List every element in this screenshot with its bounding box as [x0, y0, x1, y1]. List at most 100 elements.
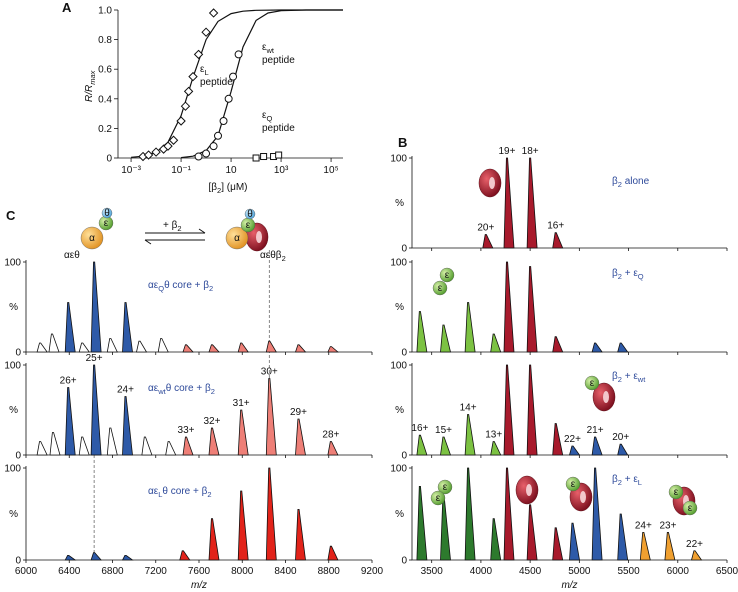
data-point: [208, 8, 219, 18]
peak: [591, 436, 603, 456]
text-part: wt: [157, 387, 166, 396]
x-tick-label: 4500: [519, 566, 542, 577]
scheme-label: + β2: [163, 220, 182, 233]
text-part: θ core + β: [164, 280, 209, 291]
peak-label: 31+: [233, 398, 250, 409]
scheme-arrows: [144, 228, 206, 245]
peak: [503, 261, 515, 353]
peak-label: 15+: [435, 425, 452, 436]
data-point: [176, 116, 186, 126]
beta2-hole: [489, 177, 495, 189]
peak: [122, 302, 133, 353]
peak: [78, 342, 90, 353]
subunit-letter: ε: [443, 482, 448, 493]
peak: [208, 518, 220, 561]
peak: [416, 486, 428, 561]
text-part: max: [88, 70, 97, 84]
spectrum-annotation: αεQθ core + β2: [148, 280, 213, 293]
peak-label: 18+: [522, 146, 539, 157]
peak: [327, 441, 339, 456]
x-tick-label: 6000: [15, 566, 38, 577]
peak: [90, 261, 102, 353]
text-part: β: [612, 474, 618, 485]
x-tick-label: 7200: [145, 566, 168, 577]
text-part: β: [612, 268, 618, 279]
y-tick-label: 0.4: [98, 94, 112, 105]
y-tick-label: 1.0: [98, 6, 112, 17]
subunit-icon: [682, 500, 698, 516]
text-part: θ core + β: [166, 383, 211, 394]
text-part: L: [638, 478, 642, 487]
peak: [295, 509, 306, 561]
text-part: αε: [148, 280, 159, 291]
data-point: [168, 135, 179, 145]
peak: [503, 157, 515, 249]
data-point: [209, 142, 218, 151]
text-part: + ε: [622, 474, 638, 485]
text-part: [β: [209, 182, 218, 193]
subunit-letter: α: [89, 233, 95, 244]
panel-label: A: [62, 0, 72, 15]
subunit-letter: θ: [247, 209, 253, 220]
peak: [440, 436, 452, 456]
peak: [490, 518, 502, 561]
text-part: 2: [282, 254, 286, 263]
y-tick-label: 0: [401, 244, 407, 255]
text-part: ε: [262, 110, 267, 121]
data-point: [163, 141, 173, 151]
x-axis-label: [β2] (μM): [209, 182, 248, 195]
peak: [165, 441, 177, 456]
peak: [464, 467, 476, 561]
spectrum-annotation: β2 + εL: [612, 474, 642, 487]
peak: [64, 302, 76, 353]
x-axis-label: m/z: [191, 580, 207, 591]
peak: [639, 532, 651, 561]
x-tick-label: 10⁻¹: [171, 165, 191, 176]
text-part: αε: [148, 486, 159, 497]
peak: [265, 340, 278, 353]
y-tick-label: 0: [401, 451, 407, 462]
panel-label: B: [398, 135, 407, 150]
peak: [664, 532, 676, 561]
peak: [568, 445, 581, 456]
peak-label: 19+: [499, 146, 516, 157]
peak: [591, 342, 603, 353]
beta2-hole: [256, 231, 262, 243]
y-tick-label: 0.6: [98, 65, 112, 76]
peak: [526, 157, 538, 249]
subunit-icon: [432, 280, 448, 296]
text-part: peptide: [262, 55, 295, 66]
subunit-icon: [225, 226, 249, 250]
y-tick-label: 0: [15, 348, 21, 359]
curve-annotation: εwt: [262, 42, 275, 55]
peak: [265, 467, 277, 561]
peak-label: 20+: [612, 432, 629, 443]
curve-annotation: peptide: [200, 77, 233, 88]
spectrum-annotation: αεLθ core + β2: [148, 486, 212, 499]
peak: [569, 522, 580, 561]
x-tick-label: 10: [226, 165, 238, 176]
y-tick-label: 100: [390, 464, 407, 475]
y-axis-label: %: [395, 198, 404, 209]
x-tick-label: 6800: [101, 566, 124, 577]
peak: [440, 495, 451, 561]
peak: [208, 344, 220, 353]
peak: [552, 527, 564, 561]
panel-label: C: [6, 208, 16, 223]
x-tick-label: 5000: [568, 566, 591, 577]
text-part: wt: [637, 375, 646, 384]
peak: [552, 232, 564, 249]
peak-label: 16+: [547, 221, 564, 232]
subunit-letter: ε: [590, 378, 595, 389]
y-tick-label: 100: [390, 154, 407, 165]
peak-label: 21+: [587, 425, 604, 436]
beta2-hole: [580, 491, 586, 503]
curve-annotation: peptide: [262, 55, 295, 66]
peak: [49, 432, 61, 456]
peak: [295, 418, 306, 456]
peak-label: 24+: [635, 520, 652, 531]
peak: [416, 434, 428, 456]
peak: [179, 550, 191, 561]
text-part: β: [612, 176, 618, 187]
text-part: peptide: [262, 123, 295, 134]
